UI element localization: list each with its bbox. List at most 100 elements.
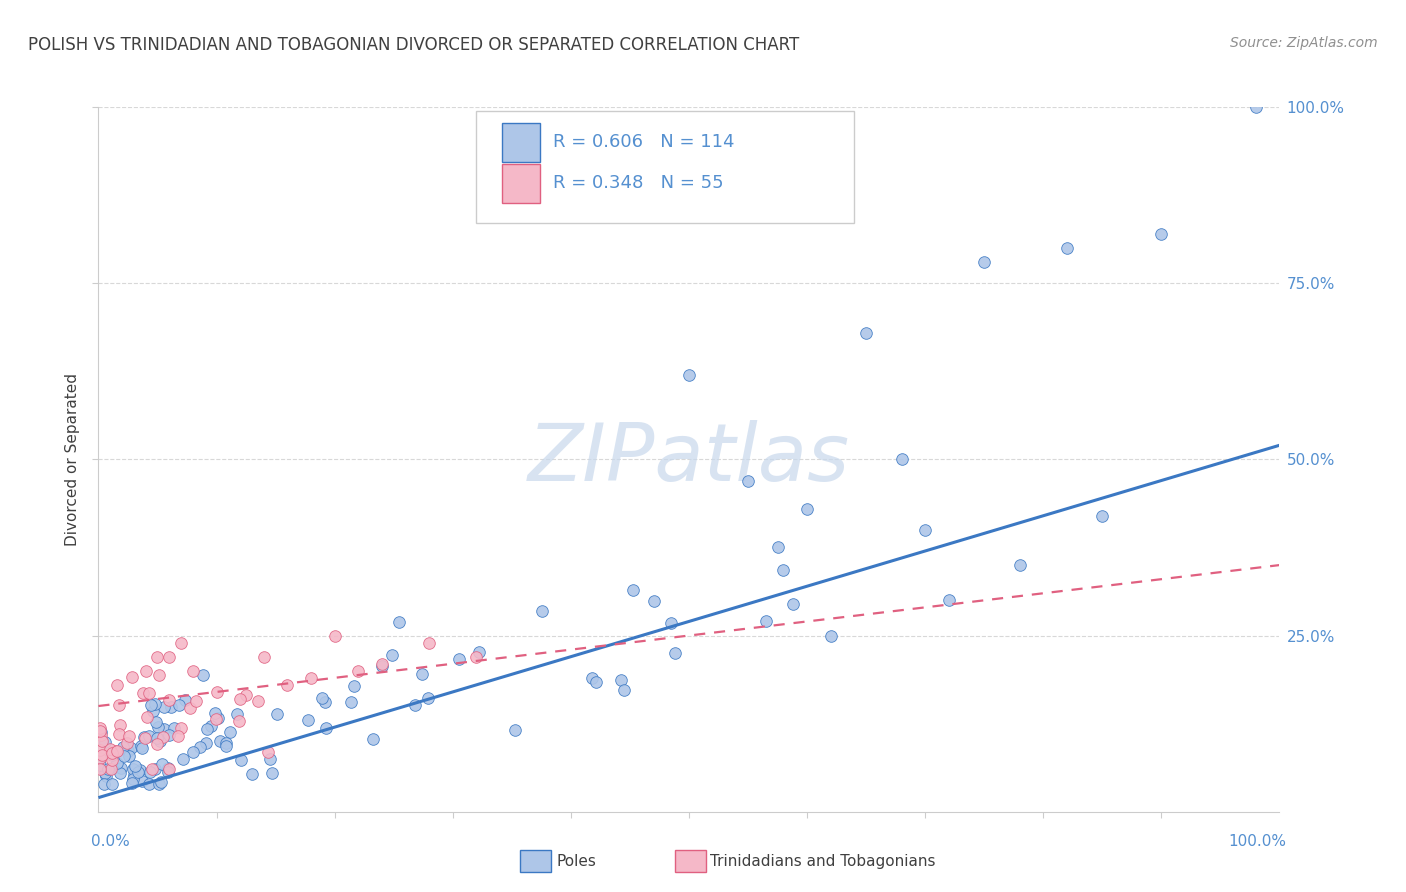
Point — [370, 659, 392, 673]
Point — [101, 753, 124, 767]
Point — [371, 657, 394, 671]
Point — [207, 711, 229, 725]
Y-axis label: Divorced or Separated: Divorced or Separated — [65, 373, 80, 546]
Point — [661, 616, 683, 631]
Point — [122, 768, 145, 782]
Point — [157, 760, 180, 774]
Point — [89, 721, 111, 735]
Point — [229, 692, 252, 706]
Point — [388, 615, 411, 630]
Point — [90, 733, 112, 747]
Point — [89, 751, 111, 765]
Point — [101, 760, 124, 774]
Point — [148, 668, 170, 682]
Point — [104, 743, 127, 757]
Point — [218, 725, 240, 739]
Point — [259, 752, 281, 766]
Point — [855, 326, 877, 340]
Point — [108, 698, 131, 712]
Point — [146, 649, 169, 664]
Point — [152, 730, 174, 744]
Point — [131, 739, 153, 753]
Point — [581, 671, 603, 685]
Point — [314, 695, 336, 709]
Point — [145, 715, 167, 730]
Point — [194, 736, 217, 750]
Point — [505, 723, 527, 737]
Point — [796, 501, 818, 516]
Point — [118, 748, 141, 763]
Point — [127, 765, 149, 780]
Point — [138, 686, 160, 700]
Point — [240, 766, 263, 780]
Point — [141, 763, 163, 777]
Point — [172, 752, 194, 766]
Point — [112, 749, 135, 764]
Point — [418, 690, 440, 705]
Point — [228, 714, 250, 728]
Point — [94, 735, 117, 749]
Point — [973, 255, 995, 269]
Point — [768, 541, 790, 555]
Text: R = 0.348   N = 55: R = 0.348 N = 55 — [553, 174, 724, 192]
Point — [914, 523, 936, 537]
Point — [610, 673, 633, 687]
Point — [181, 664, 204, 678]
Point — [90, 725, 112, 739]
Point — [186, 694, 208, 708]
Point — [94, 769, 117, 783]
Point — [225, 707, 247, 722]
Point — [195, 722, 218, 736]
Point — [138, 730, 160, 744]
Point — [215, 739, 238, 754]
Point — [157, 728, 180, 742]
Point — [938, 593, 960, 607]
Point — [107, 727, 129, 741]
Point — [782, 597, 804, 611]
Point — [465, 649, 488, 664]
Point — [246, 694, 269, 708]
Point — [447, 652, 470, 666]
Point — [643, 594, 665, 608]
Point — [100, 747, 122, 762]
Point — [179, 700, 201, 714]
Point — [121, 670, 143, 684]
Point — [215, 736, 238, 750]
Point — [124, 759, 146, 773]
Point — [101, 776, 124, 790]
Point — [737, 474, 759, 488]
Point — [145, 697, 167, 711]
Text: Poles: Poles — [557, 855, 596, 869]
Point — [262, 765, 284, 780]
Point — [340, 695, 363, 709]
Point — [585, 674, 607, 689]
Point — [157, 649, 180, 664]
Point — [115, 736, 138, 750]
Point — [468, 645, 491, 659]
Point — [1008, 558, 1031, 573]
Point — [347, 664, 370, 678]
Point — [128, 763, 150, 777]
Point — [94, 766, 117, 780]
Point — [205, 685, 228, 699]
Point — [89, 743, 111, 757]
Text: R = 0.606   N = 114: R = 0.606 N = 114 — [553, 133, 734, 152]
Point — [150, 775, 173, 789]
Point — [90, 727, 112, 741]
Point — [678, 368, 700, 382]
Point — [361, 732, 384, 747]
Point — [191, 667, 214, 681]
Point — [98, 742, 121, 756]
Point — [132, 731, 155, 745]
Point — [266, 706, 288, 721]
Point — [108, 765, 131, 780]
Point — [118, 730, 141, 744]
Point — [166, 729, 188, 743]
Point — [135, 710, 157, 724]
Point — [143, 762, 166, 776]
Point — [153, 722, 176, 736]
Point — [297, 713, 319, 727]
Point — [105, 678, 128, 692]
Point — [1150, 227, 1173, 241]
Point — [138, 776, 160, 790]
